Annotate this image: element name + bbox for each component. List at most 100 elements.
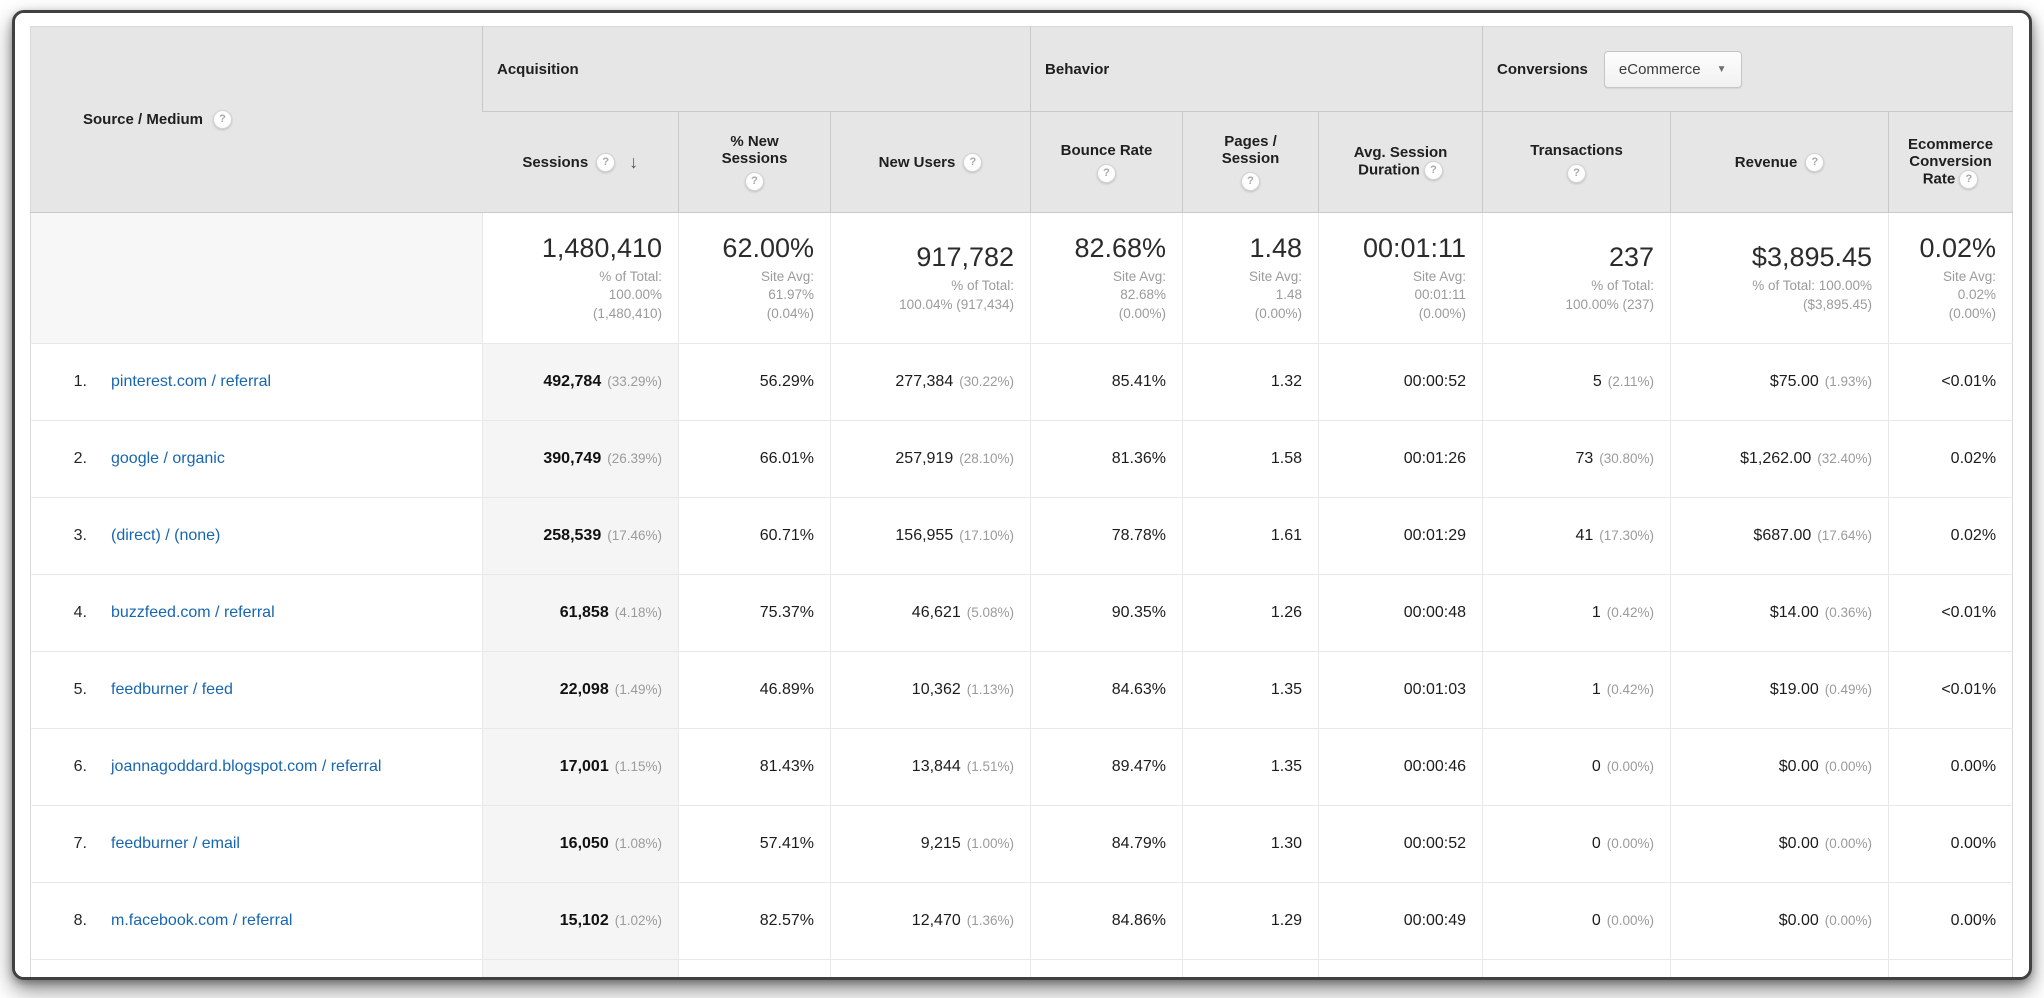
new-users-cell: 156,955 (17.10%) — [829, 497, 1031, 575]
column-header-revenue[interactable]: Revenue ? — [1670, 111, 1889, 213]
column-header-bounce-rate[interactable]: Bounce Rate ? — [1030, 111, 1183, 213]
row-index: 7. — [73, 835, 87, 852]
behavior-label: Behavior — [1045, 60, 1110, 78]
screenshot-frame: Source / Medium ? Acquisition Behavior C… — [12, 10, 2032, 980]
table-row: 3. (direct) / (none) 258,539 (17.46%) 60.… — [30, 497, 2013, 575]
percent-new-sessions-label: % New Sessions — [721, 133, 788, 167]
sessions-percent: (17.46%) — [607, 528, 662, 543]
percent-new-sessions-cell: 46.89% — [678, 651, 831, 729]
help-icon[interactable]: ? — [1805, 152, 1825, 172]
source-medium-link[interactable]: feedburner / feed — [111, 681, 233, 699]
help-icon[interactable]: ? — [1959, 169, 1979, 189]
source-medium-link[interactable]: pinterest.com / referral — [111, 373, 272, 391]
source-medium-link[interactable]: google / organic — [111, 450, 225, 468]
report-canvas: Source / Medium ? Acquisition Behavior C… — [15, 13, 2029, 977]
conversions-dropdown[interactable]: eCommerce ▼ — [1603, 50, 1742, 88]
table-row: 1. pinterest.com / referral 492,784 (33.2… — [30, 343, 2013, 421]
new-users-value: 257,919 — [895, 450, 954, 467]
help-icon[interactable]: ? — [1097, 163, 1117, 183]
sessions-value: 258,539 — [543, 527, 602, 544]
sessions-cell: 22,098 (1.49%) — [482, 651, 679, 729]
help-icon[interactable]: ? — [213, 110, 233, 129]
revenue-percent: (1.93%) — [1824, 374, 1873, 389]
ecommerce-conversion-rate-cell: 0.00% — [1888, 805, 2013, 883]
transactions-percent: (0.42%) — [1606, 605, 1655, 620]
row-index: 2. — [73, 450, 87, 467]
sort-descending-icon[interactable]: ↓ — [629, 151, 639, 172]
percent-new-sessions-value: 56.29% — [759, 373, 814, 390]
transactions-cell: 1 (0.42%) — [1482, 574, 1671, 652]
totals-ecommerce-conversion-rate-value: 0.02% — [1919, 233, 1997, 264]
table-row: 2. google / organic 390,749 (26.39%) 66.0… — [30, 420, 2013, 498]
totals-percent-new-sessions: 62.00% Site Avg: 61.97% (0.04%) — [678, 212, 831, 344]
totals-ecommerce-conversion-rate-subtext: Site Avg: 0.02% (0.00%) — [1943, 269, 1997, 321]
source-medium-link[interactable]: buzzfeed.com / referral — [111, 604, 275, 622]
column-header-pages-session[interactable]: Pages / Session ? — [1182, 111, 1319, 213]
pages-session-cell: 1.17 — [1182, 959, 1319, 977]
column-header-sessions[interactable]: Sessions ? ↓ — [482, 111, 679, 213]
percent-new-sessions-cell: 75.37% — [678, 574, 831, 652]
sessions-cell: 258,539 (17.46%) — [482, 497, 679, 575]
totals-transactions-value: 237 — [1608, 242, 1655, 273]
column-header-source-medium[interactable]: Source / Medium ? — [30, 26, 483, 213]
pages-session-value: 1.26 — [1270, 604, 1303, 621]
help-icon[interactable]: ? — [1423, 161, 1443, 180]
totals-pages-session-subtext: Site Avg: 1.48 (0.00%) — [1248, 269, 1303, 321]
column-header-transactions[interactable]: Transactions ? — [1482, 111, 1671, 213]
revenue-label: Revenue — [1734, 153, 1798, 171]
transactions-value: 73 — [1575, 450, 1594, 467]
column-header-avg-session-duration[interactable]: Avg. Session Duration ? — [1318, 111, 1483, 213]
new-users-percent: (28.10%) — [959, 451, 1015, 466]
new-users-value: 10,362 — [911, 681, 961, 698]
transactions-cell: 41 (17.30%) — [1482, 497, 1671, 575]
sessions-cell: 17,001 (1.15%) — [482, 728, 679, 806]
help-icon[interactable]: ? — [596, 152, 616, 172]
sessions-percent: (4.18%) — [614, 605, 662, 620]
bounce-rate-cell: 84.79% — [1030, 805, 1183, 883]
transactions-label: Transactions — [1530, 141, 1623, 159]
chevron-down-icon: ▼ — [1716, 63, 1727, 75]
pages-session-value: 1.29 — [1270, 912, 1303, 929]
ecommerce-conversion-rate-cell: 0.02% — [1888, 420, 2013, 498]
new-users-percent: (17.10%) — [959, 528, 1015, 543]
revenue-percent: (0.36%) — [1824, 605, 1873, 620]
ecommerce-conversion-rate-value: <0.01% — [1941, 373, 1997, 390]
help-icon[interactable]: ? — [963, 152, 983, 172]
revenue-cell: $0.00 (0.00%) — [1670, 882, 1889, 960]
avg-session-duration-label: Avg. Session Duration — [1353, 144, 1448, 179]
bounce-rate-cell: 84.86% — [1030, 882, 1183, 960]
source-medium-link[interactable]: feedburner / email — [111, 835, 240, 853]
pages-session-value: 1.58 — [1270, 450, 1303, 467]
ecommerce-conversion-rate-value: 0.02% — [1950, 527, 1997, 544]
sessions-percent: (33.29%) — [607, 374, 662, 389]
new-users-value: 46,621 — [911, 604, 961, 621]
new-users-label: New Users — [878, 153, 956, 171]
totals-row: 1,480,410 % of Total: 100.00% (1,480,410… — [30, 212, 2013, 344]
new-users-percent: (1.00%) — [966, 836, 1015, 851]
source-medium-cell: 2. google / organic — [30, 420, 483, 498]
avg-session-duration-cell: 00:00:52 — [1318, 805, 1483, 883]
avg-session-duration-cell: 00:00:46 — [1318, 728, 1483, 806]
acquisition-label: Acquisition — [497, 60, 579, 78]
avg-session-duration-cell: 00:01:29 — [1318, 497, 1483, 575]
column-header-ecommerce-conversion-rate[interactable]: Ecommerce Conversion Rate ? — [1888, 111, 2013, 213]
avg-session-duration-value: 00:01:29 — [1403, 527, 1467, 544]
source-medium-link[interactable]: m.facebook.com / referral — [111, 912, 293, 930]
transactions-value: 0 — [1591, 912, 1601, 929]
avg-session-duration-cell: 00:00:48 — [1318, 574, 1483, 652]
help-icon[interactable]: ? — [745, 172, 764, 191]
column-header-new-users[interactable]: New Users ? — [829, 111, 1031, 213]
totals-new-users-value: 917,782 — [916, 242, 1015, 273]
help-icon[interactable]: ? — [1567, 163, 1587, 183]
source-medium-link[interactable]: joannagoddard.blogspot.com / referral — [111, 758, 382, 776]
source-medium-link[interactable]: (direct) / (none) — [111, 527, 221, 545]
help-icon[interactable]: ? — [1241, 172, 1261, 191]
totals-percent-new-sessions-value: 62.00% — [722, 233, 814, 264]
new-users-value: 156,955 — [895, 527, 954, 544]
avg-session-duration-value: 00:00:49 — [1403, 912, 1467, 929]
totals-new-users: 917,782 % of Total: 100.04% (917,434) — [829, 212, 1031, 344]
transactions-cell: 5 (2.11%) — [1482, 343, 1671, 421]
bounce-rate-cell: 90.22% — [1030, 959, 1183, 977]
column-header-percent-new-sessions[interactable]: % New Sessions ? — [678, 111, 831, 213]
group-header-behavior: Behavior — [1030, 26, 1483, 112]
